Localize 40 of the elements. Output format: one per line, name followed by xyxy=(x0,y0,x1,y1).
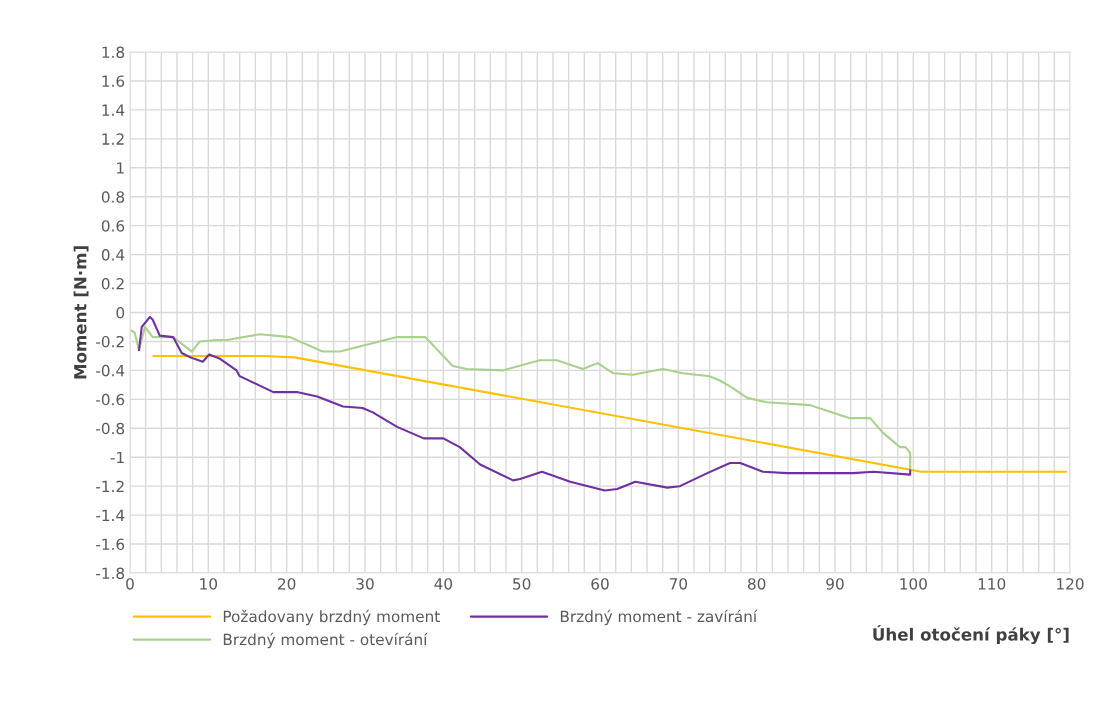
x-tick-label: 40 xyxy=(434,578,453,590)
x-tick-label: 50 xyxy=(513,578,531,590)
line-series xyxy=(130,325,912,472)
y-tick-label: -0.4 xyxy=(96,364,125,377)
x-tick-label: 30 xyxy=(356,578,374,590)
x-tick-label: 10 xyxy=(200,578,218,590)
y-tick-label: -1 xyxy=(110,451,124,464)
y-tick-label: 0.6 xyxy=(101,220,125,232)
y-tick-label: -0.2 xyxy=(96,335,124,348)
y-tick-label: -1.2 xyxy=(96,480,124,492)
x-tick-label: 80 xyxy=(747,578,766,590)
x-tick-label: 60 xyxy=(591,578,609,590)
x-tick-label: 0 xyxy=(126,578,134,590)
y-tick-label: -1.4 xyxy=(96,509,125,521)
x-tick-label: 90 xyxy=(826,578,844,590)
legend-label: Brzdný moment - zavírání xyxy=(560,609,758,626)
x-tick-label: 20 xyxy=(278,578,296,590)
x-tick-label: 120 xyxy=(1057,578,1084,590)
y-tick-label: -0.8 xyxy=(96,422,125,435)
y-tick-label: -1.8 xyxy=(96,567,125,580)
x-tick-label: 70 xyxy=(669,578,688,590)
legend-label: Požadovany brzdný moment xyxy=(223,609,440,626)
y-tick-label: -1.6 xyxy=(96,538,125,551)
y-axis-title: Moment [N·m] xyxy=(73,246,89,379)
x-tick-label: 100 xyxy=(900,578,927,590)
y-tick-label: 1 xyxy=(117,162,124,174)
legend-label: Brzdný moment - otevírání xyxy=(223,632,428,649)
line-series xyxy=(137,315,912,492)
y-tick-label: 0.4 xyxy=(101,249,125,261)
y-tick-label: 0 xyxy=(116,306,125,319)
y-tick-label: 0.8 xyxy=(101,191,125,203)
y-tick-label: 1.8 xyxy=(102,46,125,59)
line-series xyxy=(152,354,1068,473)
y-tick-label: 1.4 xyxy=(102,104,125,116)
y-tick-label: -0.6 xyxy=(96,393,125,406)
x-axis-title: Úhel otočení páky [°] xyxy=(873,625,1069,645)
x-tick-label: 110 xyxy=(978,578,1006,590)
y-tick-label: 1.2 xyxy=(102,133,124,145)
y-tick-label: 1.6 xyxy=(102,75,125,87)
y-tick-label: 0.2 xyxy=(101,278,124,290)
